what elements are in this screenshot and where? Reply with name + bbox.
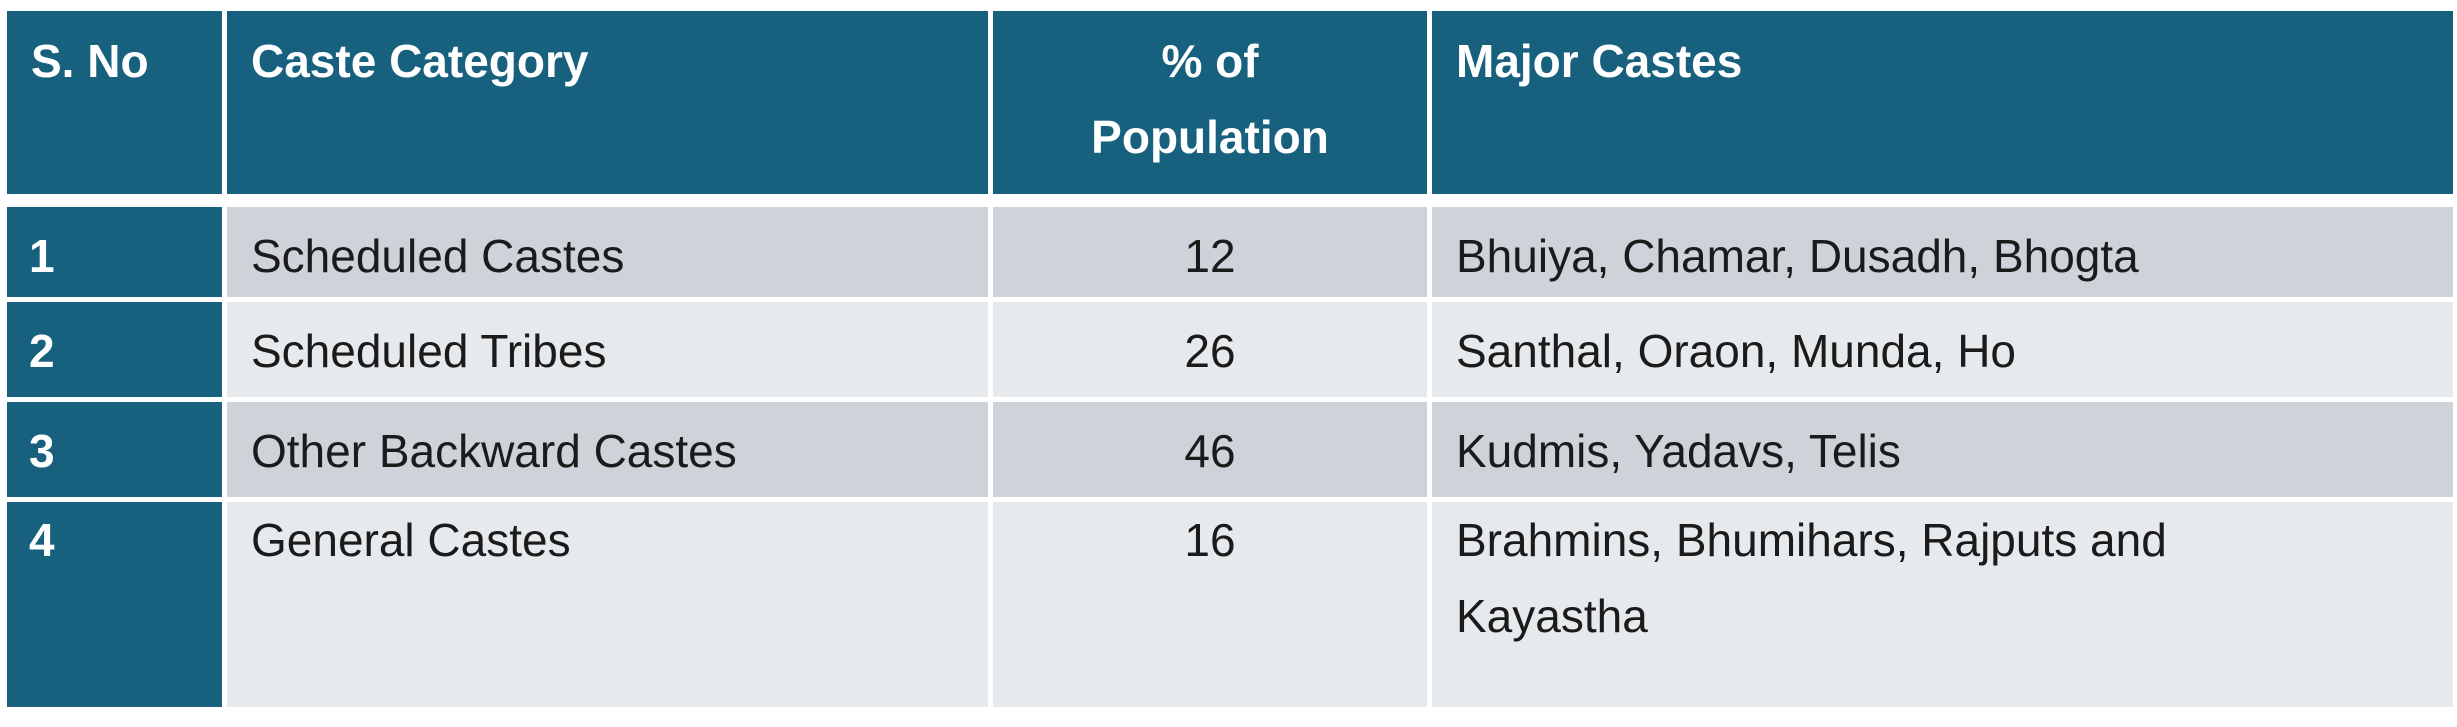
- cell-caste-category-text: General Castes: [251, 514, 571, 566]
- cell-percent: 26: [993, 302, 1427, 402]
- header-percent-line2: Population: [1091, 111, 1329, 163]
- cell-major-castes: Brahmins, Bhumihars, Rajputs and Kayastha: [1432, 502, 2453, 707]
- cell-sno-text: 4: [29, 514, 55, 566]
- cell-caste-category: Scheduled Castes: [227, 207, 988, 302]
- cell-major-castes-line1: Brahmins, Bhumihars, Rajputs and: [1456, 514, 2167, 566]
- header-caste-category: Caste Category: [227, 11, 988, 207]
- cell-percent: 16: [993, 502, 1427, 707]
- header-sno: S. No: [7, 11, 222, 207]
- cell-sno: 1: [7, 207, 222, 302]
- cell-caste-category: Other Backward Castes: [227, 402, 988, 502]
- cell-major-castes: Kudmis, Yadavs, Telis: [1432, 402, 2453, 502]
- cell-sno: 2: [7, 302, 222, 402]
- cell-percent: 46: [993, 402, 1427, 502]
- header-row: S. No Caste Category % of Population Majo…: [7, 11, 2453, 207]
- caste-table: S. No Caste Category % of Population Majo…: [2, 11, 2457, 707]
- cell-percent-text: 16: [1184, 514, 1236, 566]
- header-percent-population: % of Population: [993, 11, 1427, 207]
- cell-sno: 3: [7, 402, 222, 502]
- cell-major-castes: Santhal, Oraon, Munda, Ho: [1432, 302, 2453, 402]
- table-row: 3 Other Backward Castes 46 Kudmis, Yadav…: [7, 402, 2453, 502]
- cell-major-castes-line2: Kayastha: [1456, 590, 1648, 642]
- cell-sno: 4: [7, 502, 222, 707]
- table-row: 2 Scheduled Tribes 26 Santhal, Oraon, Mu…: [7, 302, 2453, 402]
- table-row: 1 Scheduled Castes 12 Bhuiya, Chamar, Du…: [7, 207, 2453, 302]
- header-major-castes: Major Castes: [1432, 11, 2453, 207]
- cell-major-castes: Bhuiya, Chamar, Dusadh, Bhogta: [1432, 207, 2453, 302]
- header-percent-line1: % of: [1161, 35, 1259, 87]
- table-row: 4 General Castes 16 Brahmins, Bhumihars,…: [7, 502, 2453, 707]
- cell-percent: 12: [993, 207, 1427, 302]
- cell-caste-category: Scheduled Tribes: [227, 302, 988, 402]
- cell-caste-category: General Castes: [227, 502, 988, 707]
